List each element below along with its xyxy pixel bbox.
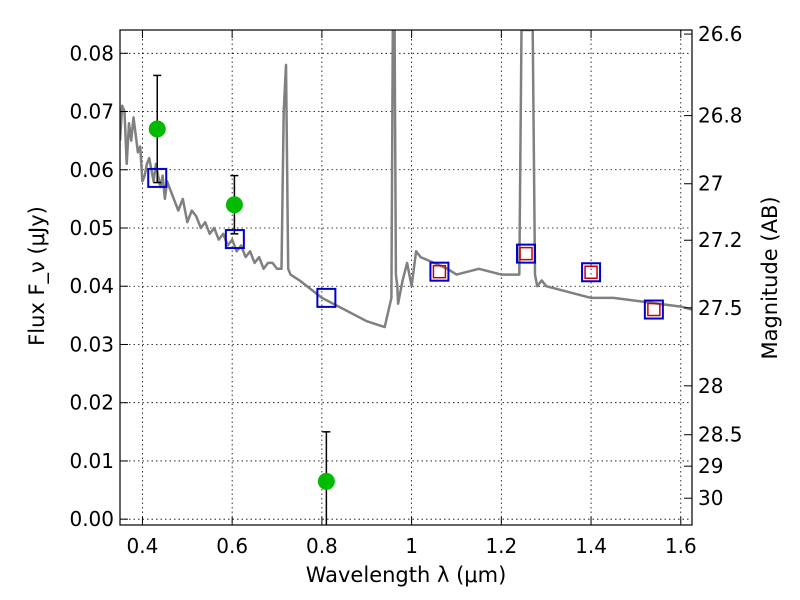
red-square-marker bbox=[584, 265, 598, 280]
right-tick-label: 30 bbox=[698, 486, 723, 510]
y-tick-label: 0.05 bbox=[69, 216, 114, 240]
blue-square-marker bbox=[516, 243, 537, 264]
blue-square-marker bbox=[643, 299, 664, 320]
blue-square-marker bbox=[224, 229, 245, 250]
red-square-marker bbox=[432, 264, 447, 279]
y-tick-label: 0.08 bbox=[69, 41, 114, 65]
y-axis-label: Flux F_ν (μJy) bbox=[25, 206, 50, 346]
right-tick-label: 28.5 bbox=[698, 423, 743, 447]
x-tick-label: 1.2 bbox=[485, 534, 517, 558]
right-tick-label: 27.2 bbox=[698, 228, 743, 252]
observed-flux-point bbox=[148, 120, 166, 138]
observed-flux-point bbox=[317, 472, 335, 490]
y-tick-label: 0.00 bbox=[69, 507, 114, 531]
blue-square-marker bbox=[316, 287, 337, 308]
grid-lines bbox=[120, 30, 692, 525]
y-tick-label: 0.01 bbox=[69, 449, 114, 473]
plot-area bbox=[120, 30, 692, 525]
red-square-marker bbox=[647, 302, 661, 317]
right-tick-label: 28 bbox=[698, 374, 723, 398]
red-square-marker bbox=[519, 246, 533, 261]
x-tick-label: 1 bbox=[405, 534, 418, 558]
right-tick-label: 26.6 bbox=[698, 22, 743, 46]
right-tick-label: 26.8 bbox=[698, 104, 743, 128]
tick-labels: 0.4 0.6 0.8 1 1.2 1.4 1.6 0.00 0.01 0.02 0.03 0.04 0… bbox=[69, 22, 742, 558]
right-tick-label: 29 bbox=[698, 454, 723, 478]
plot-frame bbox=[119, 29, 693, 526]
x-axis-label: Wavelength λ (μm) bbox=[306, 563, 507, 587]
x-tick-label: 0.4 bbox=[127, 534, 159, 558]
axis-ticks bbox=[120, 30, 692, 525]
right-tick-label: 27.5 bbox=[698, 296, 743, 320]
y-tick-label: 0.04 bbox=[69, 274, 114, 298]
observed-flux-point bbox=[225, 196, 243, 214]
model-spectrum-line bbox=[120, 30, 692, 329]
x-tick-label: 1.4 bbox=[575, 534, 607, 558]
y-tick-label: 0.03 bbox=[69, 332, 114, 356]
blue-square-marker bbox=[147, 167, 168, 188]
right-axis-label: Magnitude (AB) bbox=[758, 196, 782, 359]
x-tick-label: 0.8 bbox=[306, 534, 338, 558]
y-tick-label: 0.06 bbox=[69, 158, 114, 182]
blue-square-marker bbox=[429, 261, 450, 282]
y-tick-label: 0.07 bbox=[69, 100, 114, 124]
x-tick-label: 1.6 bbox=[665, 534, 697, 558]
blue-square-marker bbox=[581, 262, 602, 283]
y-tick-label: 0.02 bbox=[69, 391, 114, 415]
right-tick-label: 27 bbox=[698, 172, 723, 196]
x-tick-label: 0.6 bbox=[216, 534, 248, 558]
